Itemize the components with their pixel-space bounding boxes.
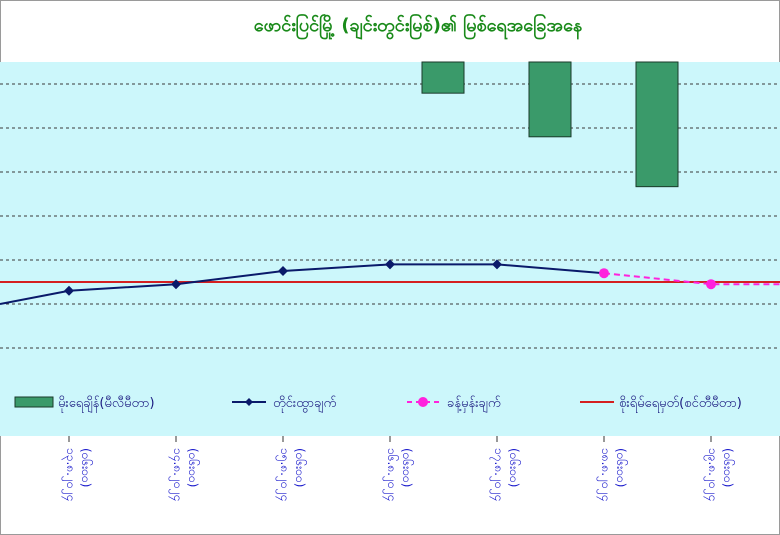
x-tick-label: ၁၉.၈.၂၀၂၄(၀၆း၀၀) xyxy=(703,448,736,501)
rainfall-bar xyxy=(528,61,572,138)
rainfall-bar xyxy=(421,61,465,94)
rainfall-bar xyxy=(635,61,679,188)
observed-point xyxy=(278,266,288,276)
legend-swatch-rainfall xyxy=(14,396,54,408)
legend-marker-forecast xyxy=(418,397,428,407)
x-axis: ၁၃.၈.၂၀၂၄(၀၆း၀၀) ၁၄.၈.၂၀၂၄(၀၆း၀၀) ၁၅.၈.၂၀၂… xyxy=(61,436,736,501)
forecast-point xyxy=(599,268,609,279)
x-tick-label: ၁၈.၈.၂၀၂၄(၀၆း၀၀) xyxy=(596,448,629,501)
observed-point xyxy=(64,285,74,296)
rainfall-bars xyxy=(421,61,679,188)
x-tick-label: ၁၇.၈.၂၀၂၄(၀၆း၀၀) xyxy=(489,448,522,501)
legend-label-rainfall: မိုးရေချိန်(မီလီမီတာ) xyxy=(58,395,155,413)
x-tick-label: ၁၃.၈.၂၀၂၄(၀၆း၀၀) xyxy=(61,448,94,501)
x-tick-label: ၁၅.၈.၂၀၂၄(၀၆း၀၀) xyxy=(275,448,308,501)
chart-title: ဖောင်းပြင်မြို့ (ချင်းတွင်းမြစ်)၏ မြစ်ရေ… xyxy=(254,13,583,40)
legend-label-forecast: ခန့်မှန်းချက် xyxy=(447,395,501,413)
x-tick-label: ၁၄.၈.၂၀၂၄(၀၆း၀၀) xyxy=(168,448,201,501)
legend-marker-observed xyxy=(245,398,253,406)
forecast-line xyxy=(603,272,780,286)
observed-point xyxy=(171,279,181,290)
forecast-point xyxy=(706,279,716,290)
legend: မိုးရေချိန်(မီလီမီတာ) တိုင်းထွာချက် ခန့်… xyxy=(14,395,742,413)
x-tick-label: ၁၆.၈.၂၀၂၄(၀၆း၀၀) xyxy=(382,448,415,501)
legend-label-warning: စိုးရိမ်ရေမှတ်(စင်တီမီတာ) xyxy=(619,395,742,413)
water-level-lines xyxy=(0,259,780,305)
legend-label-observed: တိုင်းထွာချက် xyxy=(273,395,336,413)
observed-point xyxy=(492,259,502,270)
observed-point xyxy=(385,259,395,270)
